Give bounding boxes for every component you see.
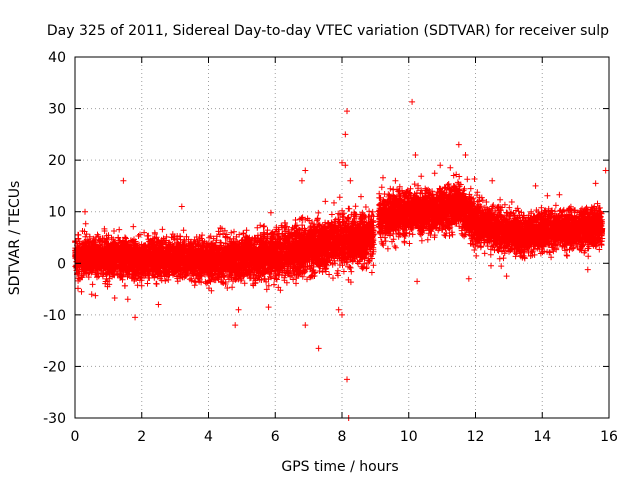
y-tick-label: -20 bbox=[43, 359, 66, 375]
outlier-point bbox=[409, 98, 416, 105]
x-tick-label: 0 bbox=[71, 429, 80, 445]
outlier-point bbox=[414, 278, 421, 285]
outlier-point bbox=[489, 177, 496, 184]
x-tick-label: 14 bbox=[533, 429, 551, 445]
outlier-point bbox=[235, 306, 242, 313]
outlier-point bbox=[347, 177, 354, 184]
x-tick-label: 16 bbox=[600, 429, 618, 445]
y-tick-label: -10 bbox=[43, 308, 66, 324]
axis-ticks: 0 2 4 6 8 10 12 14 16 -30 -20 -10 0 10 20 30 40 bbox=[43, 50, 618, 445]
outlier-point bbox=[392, 177, 399, 184]
outlier-point bbox=[344, 108, 351, 115]
x-tick-label: 6 bbox=[271, 429, 280, 445]
x-tick-label: 10 bbox=[400, 429, 418, 445]
outlier-point bbox=[88, 291, 95, 298]
outlier-point bbox=[465, 275, 472, 282]
outlier-point bbox=[592, 180, 599, 187]
outlier-point bbox=[335, 306, 342, 313]
outlier-point bbox=[532, 182, 539, 189]
outlier-point bbox=[265, 304, 272, 311]
outlier-point bbox=[132, 314, 139, 321]
outlier-point bbox=[315, 345, 322, 352]
outlier-point bbox=[344, 376, 351, 383]
outlier-point bbox=[155, 301, 162, 308]
x-tick-label: 12 bbox=[467, 429, 485, 445]
outlier-point bbox=[322, 198, 329, 205]
y-tick-label: 0 bbox=[57, 256, 66, 272]
x-axis-label: GPS time / hours bbox=[281, 459, 398, 475]
outlier-point bbox=[412, 151, 419, 158]
x-tick-label: 2 bbox=[137, 429, 146, 445]
outlier-point bbox=[455, 141, 462, 148]
outlier-point bbox=[120, 177, 127, 184]
data-points bbox=[72, 98, 609, 421]
y-tick-label: -30 bbox=[43, 411, 66, 427]
outlier-point bbox=[339, 159, 345, 166]
outlier-point bbox=[462, 151, 469, 158]
outlier-point bbox=[178, 203, 185, 210]
y-tick-label: 20 bbox=[48, 153, 66, 169]
outlier-point bbox=[302, 322, 309, 329]
y-axis-label: SDTVAR / TECUs bbox=[7, 181, 23, 296]
x-tick-label: 4 bbox=[204, 429, 213, 445]
outlier-point bbox=[82, 208, 89, 215]
outlier-point bbox=[339, 311, 345, 318]
outlier-point bbox=[298, 177, 305, 184]
x-tick-label: 8 bbox=[338, 429, 347, 445]
y-tick-label: 10 bbox=[48, 205, 66, 221]
outlier-point bbox=[342, 131, 349, 138]
outlier-point bbox=[602, 167, 609, 174]
outlier-point bbox=[232, 322, 239, 329]
y-tick-label: 40 bbox=[48, 50, 66, 66]
outlier-point bbox=[342, 162, 349, 169]
outlier-point bbox=[302, 167, 309, 174]
y-tick-label: 30 bbox=[48, 102, 66, 118]
chart-title: Day 325 of 2011, Sidereal Day-to-day VTE… bbox=[47, 23, 609, 39]
